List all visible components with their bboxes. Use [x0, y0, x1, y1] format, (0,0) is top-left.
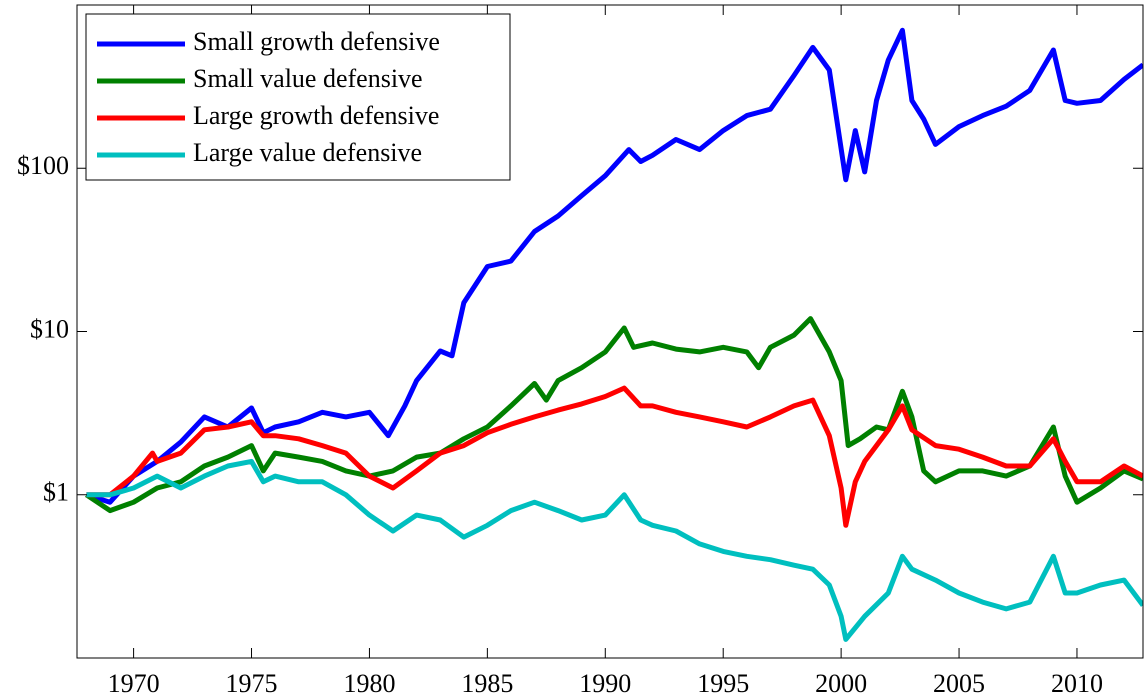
- legend-label: Small value defensive: [193, 64, 423, 93]
- x-tick-label: 2000: [815, 669, 867, 698]
- series-line: [86, 385, 1143, 528]
- legend-label: Small growth defensive: [193, 27, 440, 56]
- y-tick-label: $100: [17, 151, 69, 180]
- x-tick-label: 1980: [343, 669, 395, 698]
- x-tick-label: 2010: [1051, 669, 1103, 698]
- legend-label: Large growth defensive: [193, 101, 439, 130]
- x-tick-label: 2005: [933, 669, 985, 698]
- series-line: [85, 316, 1143, 514]
- y-tick-label: $10: [30, 314, 69, 343]
- x-tick-label: 1990: [579, 669, 631, 698]
- x-tick-label: 1970: [108, 669, 160, 698]
- series-line: [85, 27, 1143, 505]
- series-line: [86, 458, 1143, 642]
- x-tick-label: 1985: [461, 669, 513, 698]
- x-tick-label: 1975: [226, 669, 278, 698]
- y-tick-label: $1: [43, 478, 69, 507]
- legend-label: Large value defensive: [193, 138, 422, 167]
- x-tick-label: 1995: [697, 669, 749, 698]
